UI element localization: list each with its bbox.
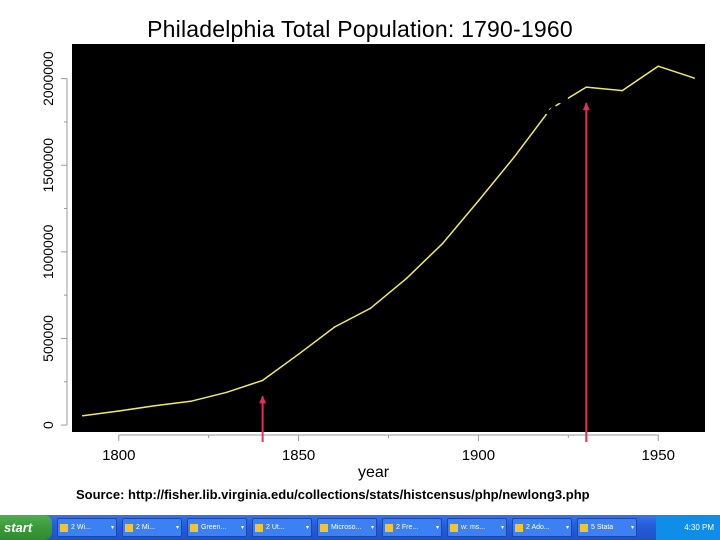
x-tick-label: 1800 bbox=[102, 447, 135, 464]
taskbar-item[interactable]: Green... ▾ bbox=[187, 518, 247, 537]
chart-svg: 0 500000 1000000 1500000 2000000 1800 1850 1900… bbox=[40, 44, 705, 481]
chart-area: Philadelphia Total Population: 1790-1960… bbox=[40, 16, 705, 502]
y-tick-label: 500000 bbox=[40, 315, 56, 362]
series-line bbox=[82, 65, 695, 417]
data-point bbox=[153, 405, 156, 407]
chevron-down-icon: ▾ bbox=[565, 525, 569, 531]
x-tick-label: 1850 bbox=[282, 447, 315, 464]
app-icon bbox=[450, 523, 458, 532]
y-tick-label: 1500000 bbox=[40, 138, 56, 193]
taskbar-item[interactable]: Microso... ▾ bbox=[317, 518, 377, 537]
plot-background bbox=[72, 44, 705, 432]
data-point bbox=[585, 86, 588, 88]
y-tick-label: 0 bbox=[40, 421, 56, 429]
annotation-arrowhead bbox=[259, 395, 267, 404]
app-icon bbox=[320, 523, 328, 532]
y-tick-label: 1000000 bbox=[40, 224, 56, 279]
clock: 4:30 PM bbox=[684, 523, 714, 532]
app-icon bbox=[255, 523, 263, 532]
data-point bbox=[117, 410, 120, 412]
chevron-down-icon: ▾ bbox=[435, 525, 439, 531]
data-point bbox=[369, 307, 372, 310]
app-icon bbox=[385, 523, 393, 532]
chevron-down-icon: ▾ bbox=[370, 525, 374, 531]
x-tick-label: 1950 bbox=[642, 447, 675, 464]
system-tray: 4:30 PM bbox=[656, 515, 720, 540]
chevron-down-icon: ▾ bbox=[175, 525, 179, 531]
taskbar-item-label: Microso... bbox=[331, 524, 362, 531]
taskbar-item[interactable]: 2 Wi... ▾ bbox=[57, 518, 117, 537]
chevron-down-icon: ▾ bbox=[305, 525, 309, 531]
chevron-down-icon: ▾ bbox=[240, 525, 244, 531]
taskbar-item[interactable]: w: ms... ▾ bbox=[447, 518, 507, 537]
taskbar-item-label: 5 Stata bbox=[591, 524, 614, 531]
taskbar: start 2 Wi... ▾ 2 Mi... ▾ Green... ▾ 2 Ut... ▾ M… bbox=[0, 515, 720, 540]
data-point bbox=[513, 155, 516, 158]
taskbar-item[interactable]: 2 Ut... ▾ bbox=[252, 518, 312, 537]
y-tick-label: 2000000 bbox=[40, 51, 56, 106]
data-point bbox=[477, 200, 480, 202]
data-point bbox=[549, 108, 552, 110]
taskbar-item[interactable]: 2 Ado... ▾ bbox=[512, 518, 572, 537]
taskbar-item-label: 2 Ado... bbox=[526, 524, 550, 531]
annotation-arrowhead bbox=[582, 102, 590, 111]
data-point bbox=[621, 89, 624, 92]
start-button[interactable]: start bbox=[0, 515, 52, 540]
taskbar-item-label: 2 Wi... bbox=[71, 524, 91, 531]
app-icon bbox=[580, 523, 588, 532]
x-tick-label: 1900 bbox=[462, 447, 495, 464]
app-icon bbox=[190, 523, 198, 532]
data-point bbox=[405, 277, 408, 280]
chevron-down-icon: ▾ bbox=[500, 525, 504, 531]
data-point bbox=[657, 65, 660, 67]
taskbar-item-label: 2 Mi... bbox=[136, 524, 156, 531]
taskbar-item-label: 2 Fre... bbox=[396, 524, 419, 531]
app-icon bbox=[60, 523, 68, 532]
taskbar-item-label: 2 Ut... bbox=[266, 524, 285, 531]
data-point bbox=[333, 326, 336, 328]
data-point bbox=[225, 391, 228, 394]
chart-title: Philadelphia Total Population: 1790-1960 bbox=[147, 16, 573, 42]
data-point bbox=[441, 242, 444, 245]
taskbar-item-label: w: ms... bbox=[461, 524, 486, 531]
taskbar-item[interactable]: 2 Fre... ▾ bbox=[382, 518, 442, 537]
taskbar-item[interactable]: 5 Stata ▾ bbox=[577, 518, 637, 537]
data-point bbox=[81, 414, 84, 417]
source-note: Source: http://fisher.lib.virginia.edu/c… bbox=[76, 487, 590, 502]
data-point bbox=[297, 353, 300, 356]
app-icon bbox=[515, 523, 523, 532]
x-axis-label: year bbox=[358, 464, 390, 481]
taskbar-item-label: Green... bbox=[201, 524, 227, 531]
app-icon bbox=[125, 523, 133, 532]
taskbar-item[interactable]: 2 Mi... ▾ bbox=[122, 518, 182, 537]
data-point bbox=[189, 400, 192, 403]
chevron-down-icon: ▾ bbox=[630, 525, 634, 531]
chevron-down-icon: ▾ bbox=[110, 525, 114, 531]
data-point bbox=[693, 77, 696, 79]
data-point bbox=[261, 379, 264, 382]
task-list: 2 Wi... ▾ 2 Mi... ▾ Green... ▾ 2 Ut... ▾ Microso… bbox=[52, 518, 637, 537]
